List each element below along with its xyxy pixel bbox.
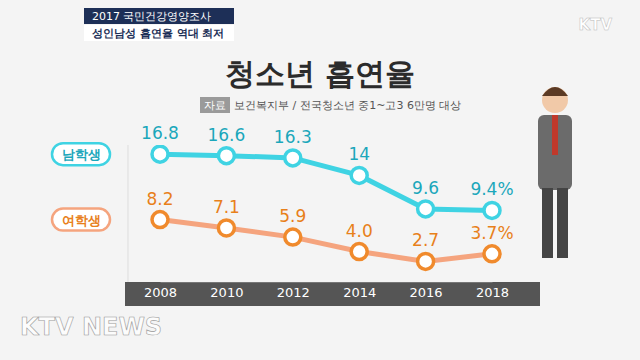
labels: 16.8 16.6 16.3 14 9.6 9.4% 8.2 7.1 5.9 4.0 2.7 3.7%: [141, 123, 514, 250]
subtitle: 보건복지부 / 전국청소년 중1~고3 6만명 대상: [234, 99, 461, 112]
marker: [418, 201, 434, 217]
marker: [152, 212, 168, 228]
header-box: [84, 25, 234, 41]
header-text: 성인남성 흡연율 역대 최저: [92, 27, 225, 40]
x-tick: 2008: [144, 282, 177, 300]
person-head: [542, 87, 568, 113]
data-label: 9.6: [412, 178, 439, 198]
marker: [218, 220, 234, 236]
marker: [218, 148, 234, 164]
x-axis-band: [125, 282, 540, 306]
x-tick-label: 2016: [410, 285, 443, 300]
marker: [351, 244, 367, 260]
series-line: [160, 220, 492, 262]
x-tick: 2014: [343, 282, 376, 300]
data-label: 7.1: [213, 197, 240, 217]
data-label: 4.0: [346, 221, 373, 241]
person-leg: [557, 188, 568, 258]
marker: [418, 253, 434, 269]
x-axis-line: [161, 282, 493, 283]
marker: [152, 146, 168, 162]
x-tick: 2010: [210, 282, 243, 300]
x-tick-label: 2018: [476, 285, 509, 300]
source-label: 자료: [204, 99, 226, 112]
x-tick: 2012: [277, 282, 310, 300]
data-label: 5.9: [279, 206, 306, 226]
data-label: 16.6: [207, 125, 245, 145]
data-label: 16.3: [274, 127, 312, 147]
y-axis-line: [128, 145, 129, 282]
x-tick-label: 2012: [277, 285, 310, 300]
watermark: KTV NEWS: [20, 313, 162, 341]
person-tie: [552, 115, 558, 155]
data-label: 3.7%: [470, 223, 513, 243]
marker: [484, 202, 500, 218]
x-tick: 2016: [410, 282, 443, 300]
legend-entry: 여학생: [52, 209, 110, 231]
source-box: [200, 97, 230, 113]
person-leg: [542, 188, 553, 258]
legend-label: 여학생: [62, 213, 101, 228]
person-body: [538, 115, 572, 190]
header-text: 2017 국민건강영양조사: [92, 10, 212, 23]
logo: KTV: [579, 16, 613, 34]
data-label: 16.8: [141, 123, 179, 143]
title: 청소년 흡연율: [225, 56, 415, 91]
legend-label: 남학생: [62, 147, 101, 162]
x-tick-label: 2008: [144, 285, 177, 300]
data-label: 2.7: [412, 230, 439, 250]
person-hair: [542, 87, 568, 96]
marker: [351, 167, 367, 183]
data-label: 14: [348, 144, 370, 164]
illustration: [538, 87, 572, 258]
series-line: [160, 154, 492, 210]
legend-entry: 남학생: [52, 143, 110, 165]
legend-box: [52, 143, 110, 165]
chart: 2017 국민건강영양조사성인남성 흡연율 역대 최저 KTV KTV NEWS 청소…: [0, 0, 640, 360]
x-tick-label: 2014: [343, 285, 376, 300]
marker: [285, 229, 301, 245]
data-label: 9.4%: [470, 179, 513, 199]
background: [0, 0, 640, 360]
data-label: 8.2: [146, 189, 173, 209]
header-box: [84, 8, 234, 24]
legend-box: [52, 209, 110, 231]
x-tick: 2018: [476, 282, 509, 300]
plot-area: [152, 146, 500, 269]
x-tick-label: 2010: [210, 285, 243, 300]
marker: [484, 246, 500, 262]
marker: [285, 150, 301, 166]
x-axis: 2008 2010 2012 2014 2016 2018: [144, 282, 509, 300]
